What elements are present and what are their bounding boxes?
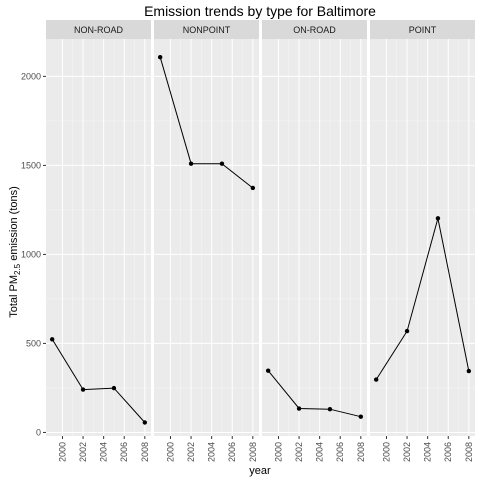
x-tick-label: 2008 (140, 442, 150, 462)
y-axis-title: Total PM2.5 emission (tons) (8, 186, 22, 318)
x-tick-label: 2002 (402, 442, 412, 462)
y-tick-label: 2000 (21, 71, 41, 81)
x-tick-label: 2006 (119, 442, 129, 462)
y-tick-label: 1000 (21, 249, 41, 259)
x-tick-label: 2000 (273, 442, 283, 462)
x-tick-label: 2000 (381, 442, 391, 462)
facet-strip-label: NON-ROAD (74, 25, 123, 35)
data-point (157, 55, 163, 60)
panel-background (46, 39, 151, 436)
facet-nonpoint: NONPOINT 2000 2002 2004 2006 2008 (154, 20, 259, 462)
y-axis-title-main: Total PM (8, 275, 20, 318)
data-point (111, 385, 117, 391)
x-tick-label: 2008 (248, 442, 258, 462)
facet-strip (262, 20, 367, 39)
x-tick-label: 2000 (57, 442, 67, 462)
y-tick-label: 500 (26, 338, 41, 348)
y-axis-title-tail: emission (tons) (8, 186, 20, 264)
series-line (375, 218, 470, 380)
facet-strip (46, 20, 151, 39)
x-tick-label: 2002 (186, 442, 196, 462)
data-point (327, 407, 333, 412)
facet-strip (154, 20, 259, 39)
chart-title: Emission trends by type for Baltimore (144, 3, 376, 19)
x-tick-label: 2002 (294, 442, 304, 462)
data-point (188, 161, 194, 166)
facet-strip-label: ON-ROAD (293, 25, 336, 35)
data-point (358, 414, 364, 419)
x-tick-label: 2006 (335, 442, 345, 462)
series-line (51, 339, 146, 423)
facet-panels: NON-ROAD 2000 2002 2004 2006 2008 NONPOINT 2000… (21, 20, 475, 462)
x-tick-label: 2004 (99, 442, 109, 462)
data-point (404, 328, 410, 334)
data-point (49, 337, 55, 342)
data-point (435, 216, 441, 221)
data-point (373, 377, 379, 382)
facet-strip-label: POINT (409, 25, 437, 35)
facet-strip-label: NONPOINT (183, 25, 231, 35)
x-tick-label: 2002 (78, 442, 88, 462)
series-line (159, 57, 254, 189)
facet-strip (370, 20, 475, 39)
series-line (267, 370, 361, 418)
x-tick-label: 2000 (165, 442, 175, 462)
panel-background (370, 39, 475, 436)
data-point (265, 368, 271, 373)
panel-background (154, 39, 259, 436)
y-tick-label: 1500 (21, 160, 41, 170)
x-tick-label: 2004 (315, 442, 325, 462)
facet-non-road: NON-ROAD 2000 2002 2004 2006 2008 (46, 20, 151, 462)
y-axis-title-subscript: 2.5 (13, 263, 22, 275)
x-tick-label: 2006 (227, 442, 237, 462)
x-tick-label: 2008 (464, 442, 474, 462)
data-point (142, 420, 148, 425)
data-point (466, 368, 472, 374)
facet-on-road: ON-ROAD 2000 2002 2004 2006 2008 (262, 20, 367, 462)
data-point (80, 387, 86, 392)
panel-background (262, 39, 367, 436)
x-tick-label: 2008 (356, 442, 366, 462)
data-point (219, 161, 225, 166)
data-point (296, 406, 302, 411)
x-tick-label: 2006 (443, 442, 453, 462)
x-axis-title: year (249, 465, 271, 477)
data-point (250, 185, 256, 191)
x-tick-label: 2004 (207, 442, 217, 462)
facet-point: POINT 2000 2002 2004 2006 2008 (370, 20, 475, 462)
y-tick-label: 0 (36, 427, 41, 437)
x-tick-label: 2004 (423, 442, 433, 462)
